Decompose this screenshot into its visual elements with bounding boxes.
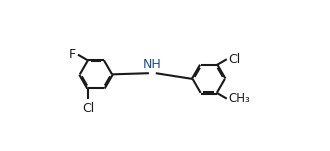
Text: NH: NH xyxy=(143,58,162,71)
Text: Cl: Cl xyxy=(228,53,240,66)
Text: F: F xyxy=(69,48,76,61)
Text: CH₃: CH₃ xyxy=(228,92,250,105)
Text: Cl: Cl xyxy=(82,102,94,115)
